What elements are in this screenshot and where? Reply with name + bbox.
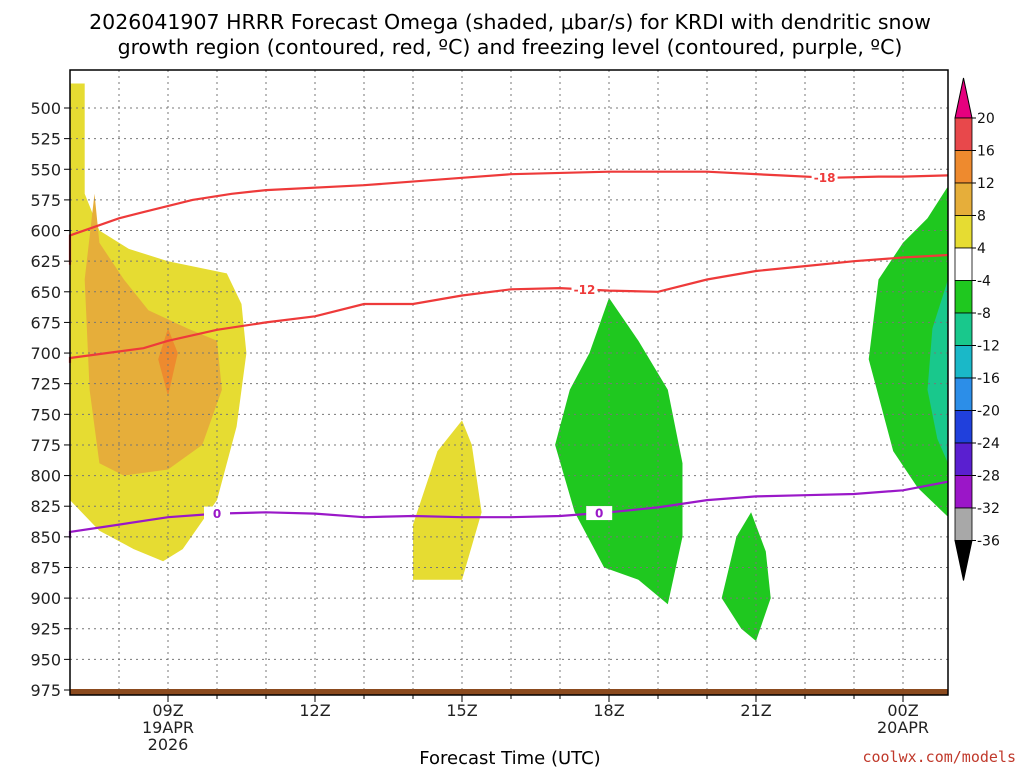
colorbar-tick-label: -20 — [977, 404, 1000, 420]
colorbar-bottom-triangle — [954, 540, 973, 581]
contour-label: 0 — [213, 507, 221, 521]
y-tick-label: 625 — [30, 252, 61, 271]
y-tick-label: 925 — [30, 620, 61, 639]
colorbar-bin — [954, 312, 973, 346]
contour-label-background — [586, 506, 613, 521]
x-axis-label: Forecast Time (UTC) — [419, 748, 600, 768]
colorbar-tick-label: -8 — [977, 306, 991, 322]
y-tick-label: 950 — [30, 650, 61, 669]
colorbar-tick-label: -12 — [977, 339, 1000, 355]
colorbar-tick-label: 20 — [977, 111, 995, 127]
y-tick-label: 875 — [30, 558, 61, 577]
colorbar-bin — [954, 475, 973, 509]
colorbar-bin — [954, 507, 973, 541]
omega-shading — [70, 83, 948, 641]
y-tick-label: 725 — [30, 375, 61, 394]
colorbar-bin — [954, 150, 973, 184]
omega-shaded-region-2 — [84, 193, 222, 476]
ground-strip — [70, 689, 948, 695]
contour-lines: -18 -12 0 0 — [68, 170, 949, 539]
x-tick-label: 18Z — [593, 701, 624, 720]
colorbar-tick-label: -28 — [977, 469, 1000, 485]
y-tick-label: 600 — [30, 222, 61, 241]
colorbar-bin — [954, 442, 973, 476]
y-tick-label: 975 — [30, 681, 61, 700]
plot-area: -18 -12 0 0 — [68, 69, 949, 696]
contour-label-background — [571, 282, 598, 297]
omega-shaded-region-7 — [868, 187, 948, 516]
contour-label-background — [811, 170, 838, 185]
x-tick-label: 19APR — [142, 718, 194, 737]
y-tick-label: 850 — [30, 528, 61, 547]
colorbar-bin — [954, 215, 973, 249]
y-tick-label: 825 — [30, 497, 61, 516]
colorbar-tick-label: -32 — [977, 501, 1000, 517]
contour-line-2 — [68, 253, 949, 363]
colorbar-bin — [954, 247, 973, 281]
credit-text: coolwx.com/models — [862, 748, 1016, 766]
colorbar-bin — [954, 280, 973, 314]
contour-label: -12 — [574, 283, 596, 297]
x-tick-label: 12Z — [299, 701, 330, 720]
colorbar-tick-label: 8 — [977, 209, 986, 225]
colorbar-bin — [954, 117, 973, 151]
x-tick-label: 15Z — [446, 701, 477, 720]
contour-label: -18 — [814, 171, 836, 185]
colorbar-bin — [954, 182, 973, 216]
contour-label-background — [204, 506, 230, 521]
y-tick-label: 525 — [30, 130, 61, 149]
colorbar-tick-label: 4 — [977, 241, 986, 257]
omega-shaded-region-4 — [413, 420, 482, 580]
colorbar-tick-label: -36 — [977, 534, 1000, 550]
omega-shaded-region-3 — [158, 328, 178, 396]
colorbar-bin — [954, 377, 973, 411]
y-tick-label: 675 — [30, 313, 61, 332]
y-tick-label: 800 — [30, 467, 61, 486]
grid-lines — [70, 70, 948, 695]
x-tick-label: 2026 — [148, 735, 189, 754]
x-tick-label: 21Z — [740, 701, 771, 720]
plot-frame — [69, 69, 949, 696]
y-tick-label: 750 — [30, 405, 61, 424]
y-axis: 500 525 550 575 600 625 650 675 700 725 750 775 800 8… — [30, 99, 70, 700]
colorbar-tick-label: 12 — [977, 176, 995, 192]
colorbar-tick-label: -16 — [977, 371, 1000, 387]
omega-shaded-region-6 — [721, 512, 771, 641]
colorbar: 20 16 12 8 4 -4 -8 -12 -16 -20 -24 -28 -32 -36 — [954, 77, 1000, 581]
colorbar-tick-label: -4 — [977, 274, 991, 290]
y-tick-label: 500 — [30, 99, 61, 118]
y-tick-label: 650 — [30, 283, 61, 302]
x-tick-label: 20APR — [877, 718, 929, 737]
chart-title-line-1: 2026041907 HRRR Forecast Omega (shaded, … — [89, 10, 931, 34]
colorbar-top-triangle — [954, 77, 973, 119]
x-tick-label: 09Z — [152, 701, 183, 720]
y-tick-label: 575 — [30, 191, 61, 210]
y-tick-label: 550 — [30, 160, 61, 179]
y-tick-label: 900 — [30, 589, 61, 608]
y-tick-label: 700 — [30, 344, 61, 363]
colorbar-bin — [954, 410, 973, 444]
omega-shaded-region-8 — [927, 279, 948, 464]
contour-line-3 — [68, 480, 949, 539]
x-tick-label: 00Z — [887, 701, 918, 720]
y-tick-label: 775 — [30, 436, 61, 455]
contour-label: 0 — [595, 507, 603, 521]
contour-line-1 — [68, 170, 949, 265]
colorbar-tick-label: -24 — [977, 436, 1000, 452]
colorbar-tick-label: 16 — [977, 144, 995, 160]
chart-title-line-2: growth region (contoured, red, ºC) and f… — [118, 35, 903, 59]
colorbar-bin — [954, 345, 973, 379]
omega-shaded-region-5 — [555, 297, 683, 605]
